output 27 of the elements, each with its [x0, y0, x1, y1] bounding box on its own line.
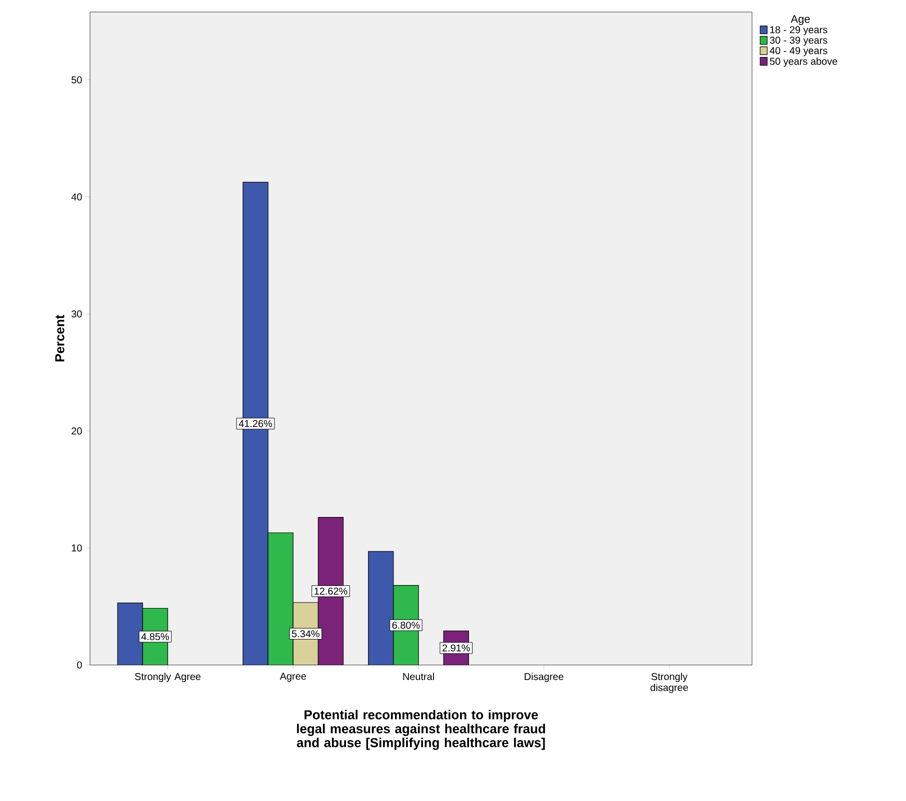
legend-title: Age [790, 15, 810, 25]
y-axis-title: Percent [55, 314, 64, 362]
data-label: 6.80% [392, 622, 420, 629]
data-label: 5.34% [292, 630, 320, 638]
legend-label: 50 years above [770, 58, 838, 67]
x-tick-label: Disagree [524, 672, 564, 682]
y-tick-label: 0 [77, 661, 82, 669]
y-tick-label: 30 [72, 310, 82, 318]
data-label: 4.85% [141, 633, 169, 640]
legend-label: 18 - 29 years [770, 26, 828, 36]
bar [268, 532, 294, 665]
y-tick-label: 20 [72, 427, 82, 434]
x-axis-title: Potential recommendation to improve legal measures against healthcare fraud and abuse [Simplifying healthcare laws] [296, 710, 546, 750]
x-tick-label: Neutral [403, 672, 434, 680]
legend-label: 40 - 49 years [770, 47, 828, 56]
y-tick-label: 40 [71, 193, 82, 200]
x-tick-label: Strongly disagree [650, 672, 688, 694]
bar [117, 602, 143, 665]
x-tick-label: Agree [280, 672, 306, 682]
data-label: 41.26% [238, 420, 272, 428]
x-tick-label: Strongly Agree [134, 672, 201, 682]
y-tick-label: 10 [72, 544, 82, 552]
legend-label: 30 - 39 years [770, 36, 828, 46]
data-label: 2.91% [442, 644, 470, 652]
bar [368, 551, 394, 665]
data-label: 12.62% [314, 588, 348, 595]
y-tick-label: 50 [72, 76, 82, 84]
